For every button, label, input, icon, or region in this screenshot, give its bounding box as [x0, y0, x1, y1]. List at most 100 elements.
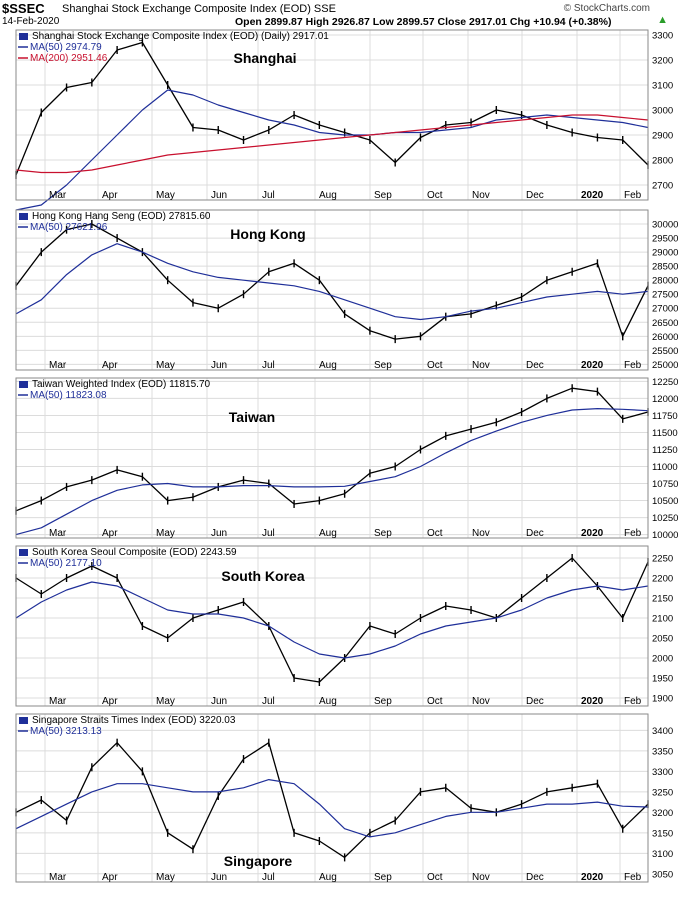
y-tick-label: 3200 — [652, 56, 673, 67]
x-month-label: 2020 — [581, 872, 604, 883]
panel-title-icon — [19, 549, 28, 556]
y-tick-label: 2100 — [652, 614, 673, 625]
panel-label: South Korea — [221, 568, 304, 584]
panel-title: Hong Kong Hang Seng (EOD) 27815.60 — [32, 211, 211, 222]
x-month-label: May — [156, 360, 175, 371]
x-month-label: Aug — [319, 872, 337, 883]
panel-frame — [15, 29, 649, 201]
price-line — [15, 223, 649, 340]
y-tick-label: 10750 — [652, 479, 678, 490]
chart-panel-5: 3050 3100 3150 3200 3250 3300 3350 3400 Singapor… — [15, 713, 673, 883]
x-month-label: Apr — [102, 696, 118, 707]
chart-panel-1: 2700 2800 2900 3000 3100 3200 3300 Shanghai Sto… — [15, 29, 673, 211]
x-month-label: 2020 — [581, 190, 604, 201]
ma50-line — [15, 778, 649, 838]
legend-entry: MA(50) 27621.96 — [30, 222, 108, 233]
price-line — [15, 387, 649, 512]
x-month-label: Sep — [374, 360, 392, 371]
y-tick-label: 2150 — [652, 594, 673, 605]
chart-panel-2: 25000 25500 26000 26500 27000 27500 28000 28500… — [15, 209, 678, 371]
panel-title: Taiwan Weighted Index (EOD) 11815.70 — [32, 379, 211, 390]
chart-panel-4: 1900 1950 2000 2050 2100 2150 2200 2250 South Ko… — [15, 545, 673, 707]
y-tick-label: 30000 — [652, 220, 678, 231]
x-month-label: Mar — [49, 696, 67, 707]
panel-title: Shanghai Stock Exchange Composite Index … — [32, 31, 329, 42]
x-month-label: Nov — [472, 696, 490, 707]
up-arrow-icon: ▲ — [657, 14, 668, 26]
x-month-label: Jul — [262, 190, 275, 201]
ticker-name: Shanghai Stock Exchange Composite Index … — [62, 3, 336, 15]
y-tick-label: 1950 — [652, 674, 673, 685]
panel-label: Hong Kong — [230, 226, 305, 242]
x-month-label: Aug — [319, 360, 337, 371]
y-tick-label: 3200 — [652, 808, 673, 819]
legend-entry: MA(50) 2974.79 — [30, 42, 102, 53]
panel-title-icon — [19, 381, 28, 388]
x-month-label: Feb — [624, 528, 642, 539]
y-tick-label: 11250 — [652, 445, 678, 456]
ma50-line — [15, 243, 649, 321]
x-month-label: Dec — [526, 360, 544, 371]
ohlc-readout: Open 2899.87 High 2926.87 Low 2899.57 Cl… — [235, 16, 612, 28]
x-month-label: Apr — [102, 190, 118, 201]
ma50-line — [15, 89, 649, 211]
x-month-label: Mar — [49, 872, 67, 883]
y-tick-label: 26000 — [652, 332, 678, 343]
x-month-label: Oct — [427, 872, 443, 883]
y-tick-label: 29000 — [652, 248, 678, 259]
panel-label: Shanghai — [233, 50, 296, 66]
x-month-label: Oct — [427, 360, 443, 371]
y-tick-label: 2700 — [652, 181, 673, 192]
y-tick-label: 27000 — [652, 304, 678, 315]
y-tick-label: 28500 — [652, 262, 678, 273]
panel-frame — [15, 545, 649, 707]
x-month-label: Jun — [211, 190, 227, 201]
x-month-label: Apr — [102, 872, 118, 883]
y-tick-label: 10500 — [652, 496, 678, 507]
ma50-line — [15, 581, 649, 659]
price-line — [15, 742, 649, 859]
y-tick-label: 3150 — [652, 828, 673, 839]
x-month-label: Jun — [211, 872, 227, 883]
y-tick-label: 3100 — [652, 81, 673, 92]
y-tick-label: 3000 — [652, 106, 673, 117]
x-month-label: Apr — [102, 360, 118, 371]
panel-label: Singapore — [224, 853, 293, 869]
y-tick-label: 12000 — [652, 394, 678, 405]
stockcharts-credit: © StockCharts.com — [563, 3, 650, 14]
x-month-label: Jul — [262, 528, 275, 539]
panel-frame — [15, 377, 649, 539]
y-tick-label: 11500 — [652, 428, 678, 439]
x-month-label: Sep — [374, 190, 392, 201]
x-month-label: Mar — [49, 190, 67, 201]
legend-entry: MA(50) 11823.08 — [30, 390, 107, 401]
x-month-label: Jul — [262, 360, 275, 371]
ticker-symbol: $SSEC — [2, 1, 45, 16]
x-month-label: Dec — [526, 872, 544, 883]
y-tick-label: 2050 — [652, 634, 673, 645]
y-tick-label: 12250 — [652, 377, 678, 388]
x-month-label: Jul — [262, 696, 275, 707]
x-month-label: Aug — [319, 190, 337, 201]
x-month-label: Nov — [472, 360, 490, 371]
y-tick-label: 3400 — [652, 726, 673, 737]
x-month-label: Feb — [624, 190, 642, 201]
ma50-line — [15, 408, 649, 536]
y-tick-label: 3100 — [652, 849, 673, 860]
y-tick-label: 2800 — [652, 156, 673, 167]
y-tick-label: 3300 — [652, 31, 673, 42]
x-month-label: Aug — [319, 696, 337, 707]
panel-title: Singapore Straits Times Index (EOD) 3220… — [32, 715, 236, 726]
y-tick-label: 2200 — [652, 574, 673, 585]
x-month-label: Oct — [427, 528, 443, 539]
y-tick-label: 3350 — [652, 746, 673, 757]
chart-panel-3: 10000 10250 10500 10750 11000 11250 11500 11750… — [15, 377, 678, 541]
panel-title-icon — [19, 717, 28, 724]
x-month-label: Feb — [624, 872, 642, 883]
panel-frame — [15, 209, 649, 371]
x-month-label: Sep — [374, 528, 392, 539]
x-month-label: Oct — [427, 190, 443, 201]
panel-title-icon — [19, 33, 28, 40]
x-month-label: Dec — [526, 528, 544, 539]
